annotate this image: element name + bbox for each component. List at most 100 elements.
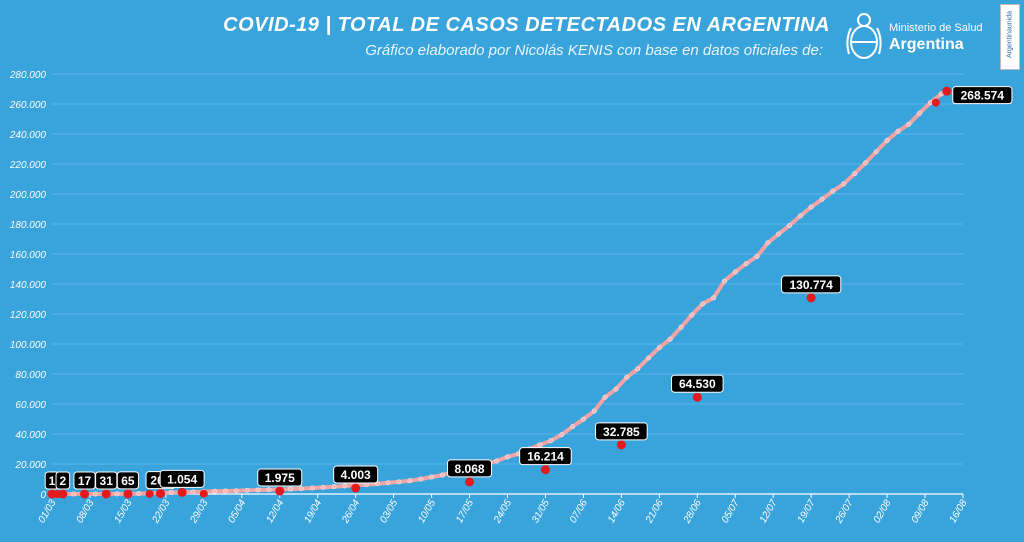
data-point: [656, 345, 662, 351]
data-point: [624, 374, 630, 380]
x-tick-label: 05/07: [720, 498, 742, 526]
x-tick-label: 05/04: [226, 498, 248, 526]
data-label: 1.975: [265, 471, 295, 485]
x-tick-label: 16/08: [948, 498, 970, 526]
data-label: 8.068: [455, 462, 485, 476]
data-point: [429, 474, 435, 480]
data-label-box: [116, 471, 140, 490]
data-label-box: [159, 469, 205, 488]
data-point: [288, 486, 294, 492]
chart-title: COVID-19 | TOTAL DE CASOS DETECTADOS EN …: [223, 14, 830, 36]
y-tick-label: 180.000: [10, 220, 47, 231]
data-label: 130.774: [789, 278, 833, 292]
data-point: [852, 171, 858, 177]
data-point: [906, 121, 912, 127]
data-label-box: [55, 471, 71, 490]
data-label-box: [595, 422, 648, 441]
data-point: [819, 196, 825, 202]
data-point: [309, 485, 315, 491]
data-label-box: [781, 275, 842, 294]
argentina-unida-badge: Argentinaunida: [1000, 4, 1020, 70]
highlight-point: [351, 483, 361, 493]
x-tick-label: 03/05: [378, 498, 400, 526]
data-label: 16.214: [527, 450, 564, 464]
data-point: [114, 491, 120, 497]
y-tick-label: 140.000: [10, 280, 47, 291]
y-tick-label: 120.000: [10, 310, 47, 321]
data-point: [537, 442, 543, 448]
highlight-point: [155, 489, 165, 499]
x-tick-label: 10/05: [416, 498, 438, 526]
data-point: [396, 479, 402, 485]
y-tick-label: 0: [40, 490, 46, 501]
highlight-point: [58, 489, 68, 499]
highlight-point: [123, 489, 133, 499]
data-label: 1: [49, 474, 56, 488]
data-point: [732, 269, 738, 275]
data-label: 268.574: [961, 89, 1005, 103]
data-point: [613, 386, 619, 392]
x-tick-label: 12/04: [264, 498, 286, 526]
x-tick-label: 19/07: [796, 498, 818, 526]
data-label-box: [447, 459, 493, 478]
x-tick-label: 26/07: [833, 498, 856, 526]
y-tick-label: 280.000: [9, 70, 47, 81]
x-tick-label: 02/08: [872, 498, 894, 526]
data-label-box: [670, 374, 724, 393]
data-point: [407, 478, 413, 484]
ministry-line1: Ministerio de Salud: [889, 22, 983, 34]
y-tick-label: 240.000: [9, 130, 47, 141]
data-point: [841, 181, 847, 187]
data-point: [754, 253, 760, 259]
x-tick-label: 09/08: [910, 498, 932, 526]
highlight-point: [942, 86, 952, 96]
data-label: 1.054: [167, 472, 197, 486]
data-point: [721, 278, 727, 284]
data-label: 32.785: [603, 425, 640, 439]
data-label: 64.530: [679, 377, 716, 391]
data-label: 31: [100, 474, 114, 488]
data-label-box: [519, 447, 572, 466]
data-point: [765, 240, 771, 246]
highlight-point: [465, 477, 475, 487]
x-tick-label: 19/04: [302, 498, 324, 526]
data-label: 65: [121, 474, 135, 488]
data-point: [678, 324, 684, 330]
data-point: [667, 336, 673, 342]
data-point: [168, 490, 174, 496]
data-point: [797, 213, 803, 219]
data-point: [873, 149, 879, 155]
data-point: [645, 355, 651, 361]
data-label-box: [257, 468, 303, 487]
data-point: [342, 483, 348, 489]
marker-point: [199, 489, 208, 498]
ministry-line2: Argentina: [889, 36, 964, 53]
highlight-point: [177, 487, 187, 497]
data-label-box: [952, 86, 1013, 105]
data-point: [212, 488, 218, 494]
data-point: [190, 489, 196, 495]
data-point: [385, 480, 391, 486]
x-tick-label: 29/03: [188, 498, 211, 526]
data-point: [504, 454, 510, 460]
highlight-point: [80, 489, 90, 499]
data-point: [255, 487, 261, 493]
data-point: [895, 128, 901, 134]
data-point: [71, 491, 77, 497]
data-point: [591, 408, 597, 414]
data-label: 4.003: [341, 468, 371, 482]
data-point: [266, 487, 272, 493]
marker-point: [145, 489, 154, 498]
data-point: [635, 366, 641, 372]
data-point: [494, 458, 500, 464]
x-tick-label: 31/05: [530, 498, 552, 526]
data-point: [559, 432, 565, 438]
data-point: [884, 137, 890, 143]
y-tick-label: 60.000: [15, 400, 46, 411]
y-tick-label: 220.000: [9, 160, 47, 171]
chart-subtitle: Gráfico elaborado por Nicolás KENIS con …: [365, 42, 823, 59]
data-point: [233, 488, 239, 494]
highlight-point: [47, 489, 57, 499]
argentina-coat-of-arms-icon: [846, 13, 882, 59]
y-tick-label: 20.000: [14, 460, 46, 471]
